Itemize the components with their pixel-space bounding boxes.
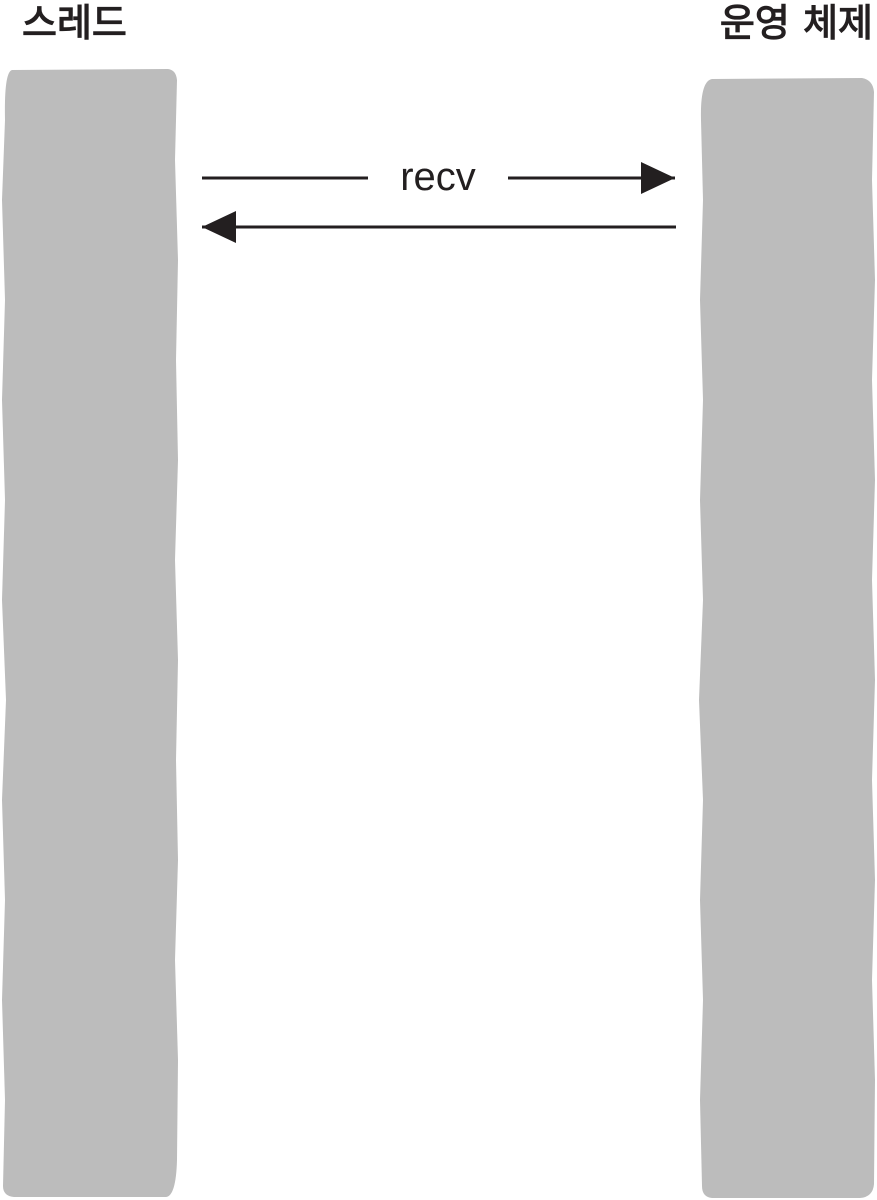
os-lifeline [699, 78, 875, 1198]
os-lane-title: 운영 체제 [719, 1, 873, 45]
thread-lifeline [2, 69, 178, 1197]
call-label: recv [400, 155, 476, 199]
thread-lane-title: 스레드 [22, 1, 127, 45]
